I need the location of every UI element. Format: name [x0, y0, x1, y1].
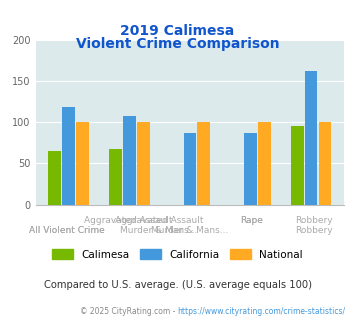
Bar [62, 107, 75, 205]
Text: Murder & Mans...: Murder & Mans... [120, 226, 198, 235]
Text: Aggravated Assault: Aggravated Assault [115, 216, 203, 225]
Bar [123, 115, 136, 205]
Bar [318, 122, 331, 205]
Text: All Violent Crime: All Violent Crime [28, 226, 104, 235]
Bar [258, 122, 271, 205]
Bar [291, 126, 304, 205]
Text: 2019 Calimesa: 2019 Calimesa [120, 24, 235, 38]
Bar [49, 151, 61, 205]
Bar [184, 133, 196, 205]
Bar [244, 133, 257, 205]
Bar [76, 122, 89, 205]
Text: Rape: Rape [240, 216, 263, 225]
Text: All Violent Crime: All Violent Crime [28, 226, 104, 235]
Bar [305, 71, 317, 205]
Text: Robbery: Robbery [295, 226, 332, 235]
Text: Murder & Mans...: Murder & Mans... [151, 226, 229, 235]
Text: © 2025 CityRating.com -: © 2025 CityRating.com - [80, 307, 178, 316]
Text: https://www.cityrating.com/crime-statistics/: https://www.cityrating.com/crime-statist… [178, 307, 346, 316]
Bar [137, 122, 150, 205]
Bar [109, 148, 122, 205]
Bar [197, 122, 210, 205]
Text: Violent Crime Comparison: Violent Crime Comparison [76, 37, 279, 50]
Text: Rape: Rape [240, 216, 263, 225]
Legend: Calimesa, California, National: Calimesa, California, National [48, 245, 307, 264]
Text: Aggravated Assault: Aggravated Assault [84, 216, 173, 225]
Text: Robbery: Robbery [295, 216, 332, 225]
Text: Compared to U.S. average. (U.S. average equals 100): Compared to U.S. average. (U.S. average … [44, 280, 311, 290]
